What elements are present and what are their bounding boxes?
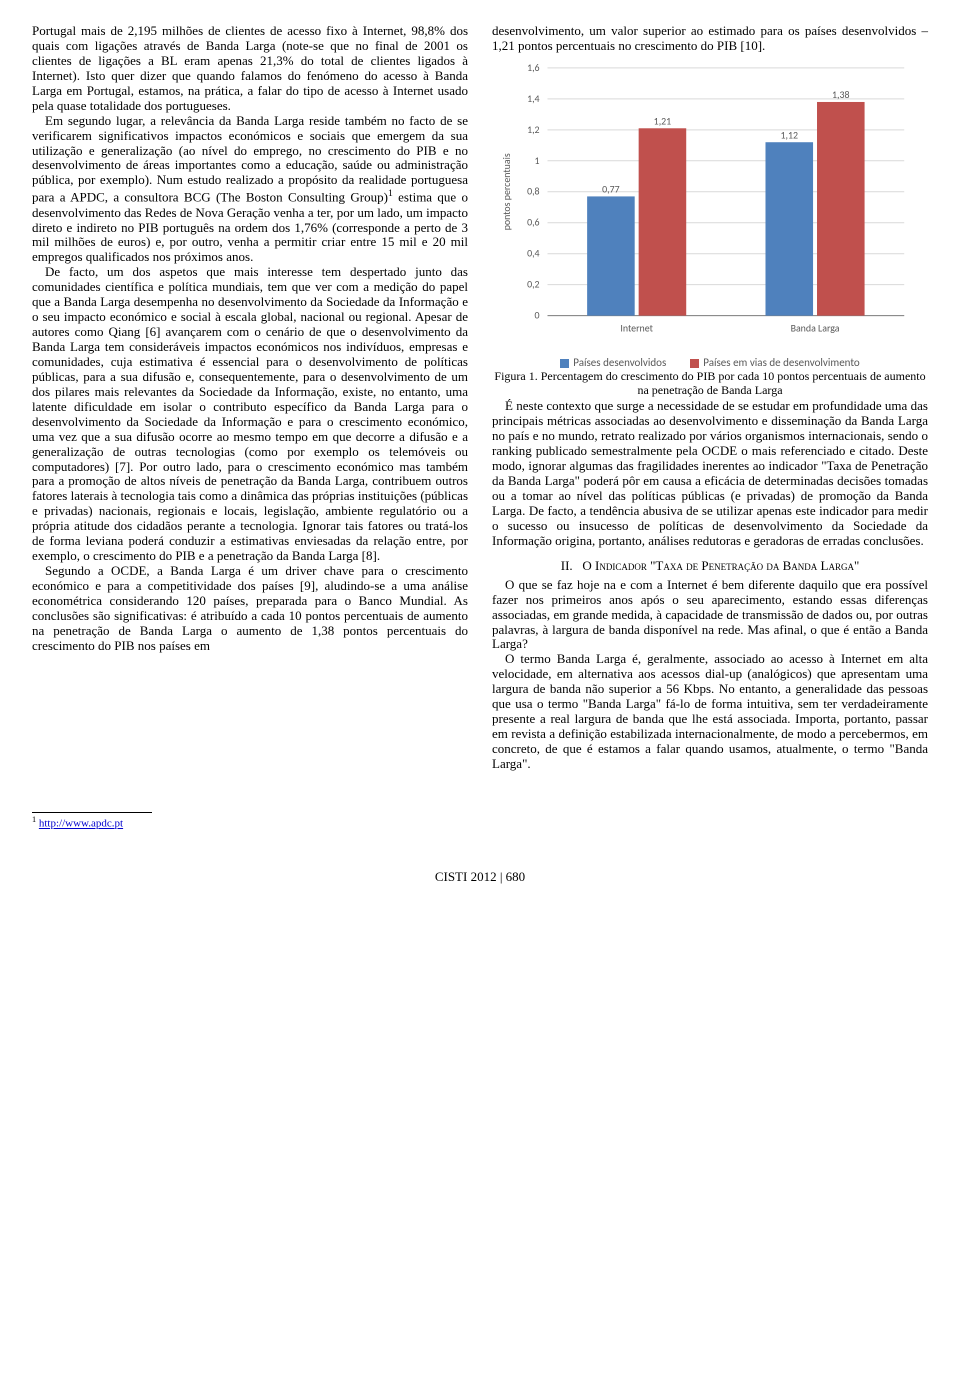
svg-text:1,21: 1,21 — [654, 115, 672, 127]
svg-text:0,2: 0,2 — [527, 279, 540, 291]
svg-text:1,4: 1,4 — [527, 93, 540, 105]
section-heading: II. O Indicador "Taxa de Penetração da B… — [492, 559, 928, 574]
svg-text:1: 1 — [535, 155, 540, 167]
right-p3: O que se faz hoje na e com a Internet é … — [492, 578, 928, 653]
legend-item: Países em vias de desenvolvimento — [690, 357, 859, 370]
right-p1: desenvolvimento, um valor superior ao es… — [492, 24, 928, 54]
svg-text:Internet: Internet — [620, 322, 653, 334]
legend-label: Países desenvolvidos — [573, 357, 666, 370]
left-p3: De facto, um dos aspetos que mais intere… — [32, 265, 468, 564]
legend-swatch — [560, 359, 569, 368]
section-title: O Indicador "Taxa de Penetração da Banda… — [582, 558, 859, 573]
svg-text:0,8: 0,8 — [527, 186, 540, 198]
footnote-marker: 1 — [32, 815, 36, 824]
svg-text:Banda Larga: Banda Larga — [791, 322, 840, 334]
svg-text:0,4: 0,4 — [527, 248, 540, 260]
right-column: desenvolvimento, um valor superior ao es… — [492, 24, 928, 772]
section-number: II. — [561, 558, 573, 573]
svg-text:1,38: 1,38 — [832, 89, 850, 101]
svg-text:pontos percentuais: pontos percentuais — [501, 153, 513, 230]
svg-text:1,2: 1,2 — [527, 124, 540, 136]
svg-text:0,6: 0,6 — [527, 217, 540, 229]
legend-label: Países em vias de desenvolvimento — [703, 357, 859, 370]
svg-text:1,6: 1,6 — [527, 62, 540, 74]
footnote-separator — [32, 812, 152, 813]
right-p4: O termo Banda Larga é, geralmente, assoc… — [492, 652, 928, 772]
left-p1: Portugal mais de 2,195 milhões de client… — [32, 24, 468, 114]
page-footer: CISTI 2012 | 680 — [32, 870, 928, 885]
chart-caption: Figura 1. Percentagem do crescimento do … — [492, 370, 928, 398]
svg-text:1,12: 1,12 — [781, 129, 799, 141]
chart-legend: Países desenvolvidos Países em vias de de… — [492, 357, 928, 370]
svg-text:0,77: 0,77 — [602, 183, 620, 195]
left-p4: Segundo a OCDE, a Banda Larga é um drive… — [32, 564, 468, 654]
svg-text:0: 0 — [535, 309, 540, 321]
bar-chart-svg: 0 0,2 0,4 0,6 0,8 1 1,2 1,4 1,6 pontos percentuai… — [492, 58, 928, 355]
legend-item: Países desenvolvidos — [560, 357, 666, 370]
left-column: Portugal mais de 2,195 milhões de client… — [32, 24, 468, 772]
pib-chart: 0 0,2 0,4 0,6 0,8 1 1,2 1,4 1,6 pontos percentuai… — [492, 58, 928, 398]
legend-swatch — [690, 359, 699, 368]
footnote-link[interactable]: http://www.apdc.pt — [39, 818, 123, 830]
right-p2: É neste contexto que surge a necessidade… — [492, 399, 928, 548]
footnote: 1 http://www.apdc.pt — [32, 815, 928, 830]
left-p2: Em segundo lugar, a relevância da Banda … — [32, 114, 468, 266]
